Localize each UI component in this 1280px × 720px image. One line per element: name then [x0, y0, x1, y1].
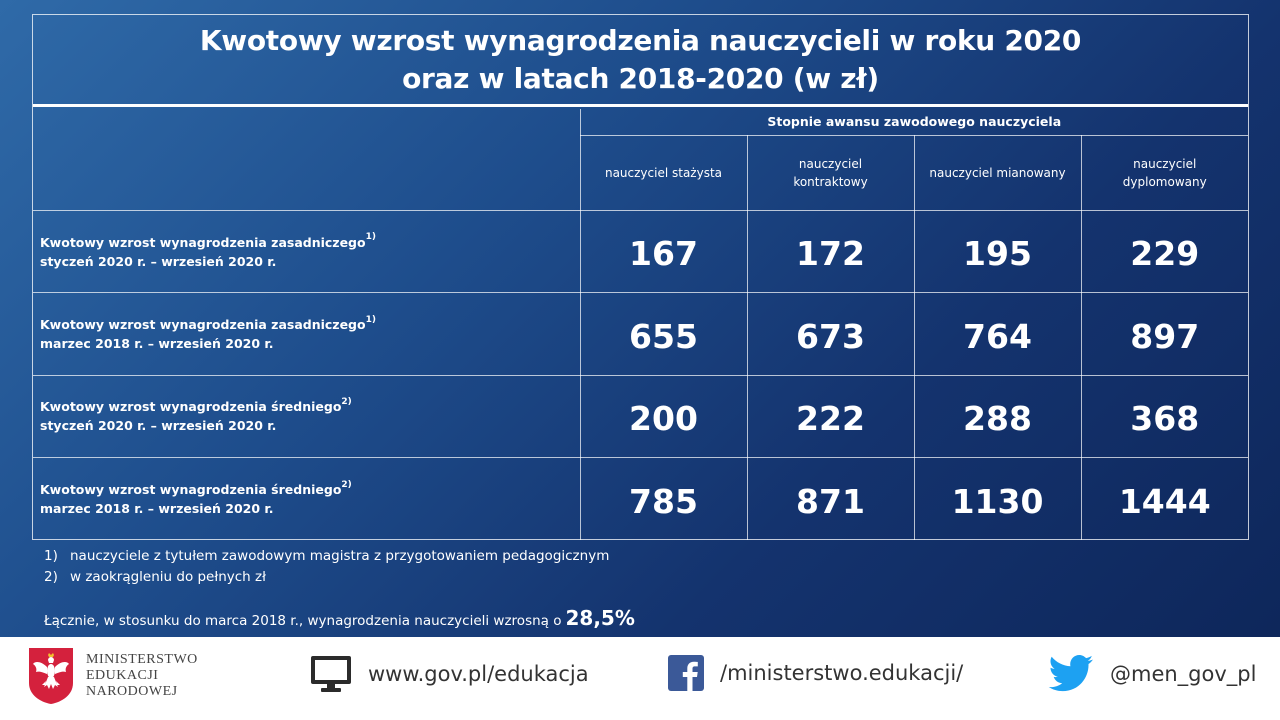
value-cell: 172 — [746, 209, 915, 294]
footnote-number: 1) — [44, 548, 58, 564]
twitter-bird-icon — [1048, 655, 1093, 692]
column-header-text: dyplomowany — [1122, 174, 1207, 189]
value-cell: 655 — [579, 292, 748, 376]
column-header-text: nauczyciel stażysta — [604, 165, 723, 180]
footnote: 2) w zaokrągleniu do pełnych zł — [44, 567, 609, 588]
footnote-text: nauczyciele z tytułem zawodowym magistra… — [70, 548, 610, 564]
summary: Łącznie, w stosunku do marca 2018 r., wy… — [44, 606, 635, 630]
table-row: Kwotowy wzrost wynagrodzenia zasadniczeg… — [33, 209, 1248, 294]
column-header-stazysta: nauczyciel stażysta — [580, 134, 748, 211]
row-label-line-2: styczeń 2020 r. – wrzesień 2020 r. — [40, 418, 277, 434]
value-cell: 222 — [746, 374, 915, 459]
footer: MINISTERSTWO EDUKACJI NARODOWEJ www.gov.… — [0, 637, 1280, 720]
facebook-contact[interactable]: /ministerstwo.edukacji/ — [668, 655, 963, 691]
table-row: Kwotowy wzrost wynagrodzenia zasadniczeg… — [33, 292, 1248, 376]
value-cell: 871 — [746, 457, 915, 540]
column-header-text: nauczyciel — [798, 156, 863, 171]
value-cell: 673 — [746, 292, 915, 376]
ministry-name-line: EDUKACJI — [86, 668, 159, 683]
page-title-line-2: oraz w latach 2018-2020 (w zł) — [402, 61, 879, 95]
twitter-contact[interactable]: @men_gov_pl — [1048, 655, 1256, 693]
table-row: Kwotowy wzrost wynagrodzenia średniego2)… — [33, 374, 1248, 459]
footnote-ref: 2) — [341, 397, 352, 408]
summary-text: Łącznie, w stosunku do marca 2018 r., wy… — [44, 613, 562, 629]
ministry-name: MINISTERSTWO EDUKACJI NARODOWEJ — [86, 652, 198, 700]
row-label-line-1: Kwotowy wzrost wynagrodzenia średniego — [40, 482, 342, 498]
footnotes: 1) nauczyciele z tytułem zawodowym magis… — [44, 546, 609, 588]
value-cell: 785 — [579, 457, 748, 540]
row-label-line-2: marzec 2018 r. – wrzesień 2020 r. — [40, 336, 274, 352]
footnote-ref: 1) — [365, 232, 376, 243]
column-header-text: nauczyciel — [1133, 156, 1197, 171]
value-cell: 229 — [1080, 209, 1248, 294]
footnote-number: 2) — [44, 569, 58, 585]
row-label-line-2: marzec 2018 r. – wrzesień 2020 r. — [40, 501, 274, 517]
row-label-line-1: Kwotowy wzrost wynagrodzenia średniego — [40, 399, 342, 415]
ministry-logo: MINISTERSTWO EDUKACJI NARODOWEJ — [28, 647, 198, 705]
group-header: Stopnie awansu zawodowego nauczyciela — [579, 109, 1248, 136]
table-row: Kwotowy wzrost wynagrodzenia średniego2)… — [33, 457, 1248, 540]
value-cell: 1130 — [913, 457, 1082, 540]
row-label: Kwotowy wzrost wynagrodzenia zasadniczeg… — [33, 292, 581, 376]
value-cell: 200 — [579, 374, 748, 459]
footnote-ref: 1) — [365, 314, 376, 325]
salary-table: Stopnie awansu zawodowego nauczyciela na… — [33, 109, 1248, 540]
monitor-icon — [311, 656, 351, 692]
row-label: Kwotowy wzrost wynagrodzenia średniego2)… — [33, 374, 581, 459]
value-cell: 195 — [913, 209, 1082, 294]
facebook-link[interactable]: /ministerstwo.edukacji/ — [720, 661, 964, 685]
title-box: Kwotowy wzrost wynagrodzenia nauczycieli… — [33, 15, 1248, 107]
twitter-link[interactable]: @men_gov_pl — [1110, 662, 1257, 686]
ministry-name-line: MINISTERSTWO — [86, 652, 198, 667]
value-cell: 764 — [913, 292, 1082, 376]
value-cell: 167 — [579, 209, 748, 294]
ministry-name-line: NARODOWEJ — [86, 684, 178, 699]
value-cell: 368 — [1080, 374, 1248, 459]
table-frame: Kwotowy wzrost wynagrodzenia nauczycieli… — [32, 14, 1249, 540]
value-cell: 288 — [913, 374, 1082, 459]
summary-percent: 28,5% — [565, 606, 635, 630]
row-label: Kwotowy wzrost wynagrodzenia średniego2)… — [33, 457, 581, 540]
website-link[interactable]: www.gov.pl/edukacja — [368, 662, 589, 686]
page-title-line-1: Kwotowy wzrost wynagrodzenia nauczycieli… — [199, 23, 1082, 57]
column-header-kontraktowy: nauczyciel kontraktowy — [746, 134, 915, 211]
column-header-text: kontraktowy — [793, 174, 868, 189]
column-header-dyplomowany: nauczyciel dyplomowany — [1080, 134, 1248, 211]
table-corner-cell — [33, 109, 581, 211]
footnote-text: w zaokrągleniu do pełnych zł — [70, 569, 266, 585]
row-label-line-2: styczeń 2020 r. – wrzesień 2020 r. — [40, 253, 277, 269]
row-label: Kwotowy wzrost wynagrodzenia zasadniczeg… — [33, 209, 581, 294]
row-label-line-1: Kwotowy wzrost wynagrodzenia zasadniczeg… — [40, 234, 366, 250]
value-cell: 1444 — [1080, 457, 1248, 540]
value-cell: 897 — [1080, 292, 1248, 376]
footnote-ref: 2) — [341, 479, 352, 490]
polish-eagle-emblem-icon — [29, 648, 73, 704]
column-header-text: nauczyciel mianowany — [929, 165, 1066, 180]
column-header-mianowany: nauczyciel mianowany — [913, 134, 1082, 211]
footnote: 1) nauczyciele z tytułem zawodowym magis… — [44, 546, 609, 567]
website-contact[interactable]: www.gov.pl/edukacja — [310, 655, 589, 693]
facebook-icon — [668, 655, 704, 691]
row-label-line-1: Kwotowy wzrost wynagrodzenia zasadniczeg… — [40, 317, 366, 333]
